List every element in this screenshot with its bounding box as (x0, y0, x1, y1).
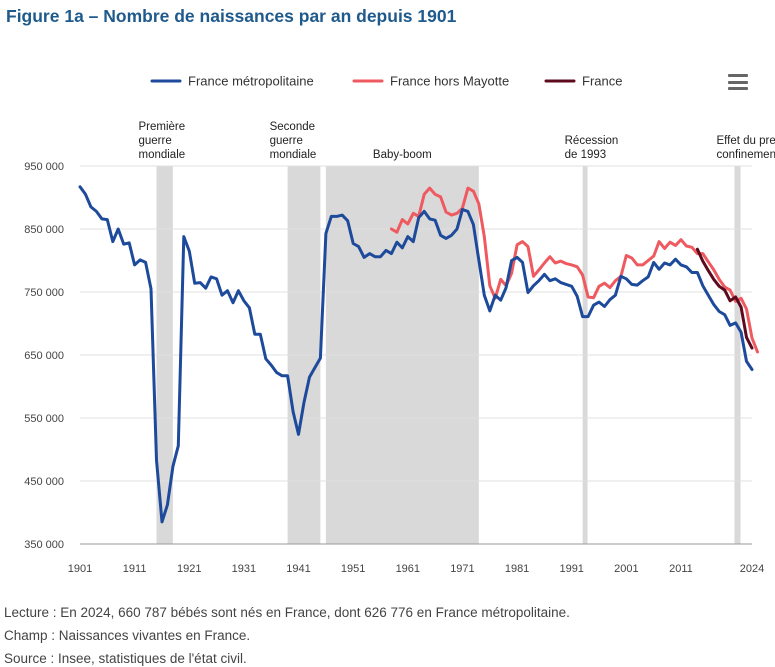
footnote-champ: Champ : Naissances vivantes en France. (4, 628, 251, 643)
period-label-recession: de 1993 (565, 149, 607, 161)
period-label-confinement: Effet du premier (717, 135, 775, 147)
x-tick-label: 1981 (505, 563, 529, 575)
period-label-ww2: guerre (270, 135, 303, 147)
hamburger-menu-icon[interactable] (728, 74, 748, 90)
chart-legend: France métropolitaine France hors Mayotte… (150, 74, 622, 89)
footnote-source: Source : Insee, statistiques de l'état c… (4, 651, 247, 666)
x-tick-label: 1971 (450, 563, 474, 575)
x-tick-label: 1961 (396, 563, 420, 575)
x-tick-label: 1941 (286, 563, 310, 575)
chart-title: Figure 1a – Nombre de naissances par an … (6, 6, 457, 26)
period-label-ww1: mondiale (138, 149, 185, 161)
period-label-ww2: Seconde (270, 121, 315, 133)
period-label-ww1: Première (138, 121, 185, 133)
y-tick-label: 750 000 (24, 287, 64, 299)
y-tick-label: 550 000 (24, 413, 64, 425)
data-lines (78, 185, 759, 524)
series-line-1 (389, 186, 759, 354)
x-tick-label: 1931 (232, 563, 256, 575)
horizontal-grid (80, 165, 752, 545)
x-tick-label: 1951 (341, 563, 365, 575)
x-tick-label: 1991 (559, 563, 583, 575)
x-tick-label: 2024 (740, 563, 764, 575)
footnote-lecture: Lecture : En 2024, 660 787 bébés sont né… (4, 605, 570, 620)
x-tick-label: 2011 (669, 563, 693, 575)
y-axis: 350 000 450 000 550 000 650 000 750 000 850 0… (24, 161, 64, 551)
y-tick-label: 650 000 (24, 350, 64, 362)
legend-label: France métropolitaine (188, 74, 314, 89)
y-tick-label: 950 000 (24, 161, 64, 173)
menu-bar (728, 87, 748, 90)
x-tick-label: 1901 (68, 563, 92, 575)
legend-label: France hors Mayotte (390, 74, 509, 89)
period-label-babyboom: Baby-boom (373, 149, 432, 161)
period-label-confinement: confinement (717, 149, 775, 161)
period-label-recession: Récession (565, 135, 619, 147)
x-tick-label: 1911 (123, 563, 147, 575)
menu-bar (728, 80, 748, 84)
series-line-2 (695, 247, 754, 350)
period-label-ww2: mondiale (270, 149, 317, 161)
series-line-0 (78, 185, 754, 524)
x-tick-label: 1921 (177, 563, 201, 575)
births-line-chart: France métropolitaine France hors Mayotte… (24, 74, 775, 576)
x-tick-label: 2001 (614, 563, 638, 575)
x-axis: 1901 1911 1921 1931 1941 1951 1961 1971 1981 1991… (68, 563, 764, 575)
menu-bar (728, 74, 748, 77)
legend-label: France (582, 74, 622, 89)
y-tick-label: 850 000 (24, 224, 64, 236)
y-tick-label: 350 000 (24, 539, 64, 551)
y-tick-label: 450 000 (24, 476, 64, 488)
period-label-ww1: guerre (138, 135, 171, 147)
